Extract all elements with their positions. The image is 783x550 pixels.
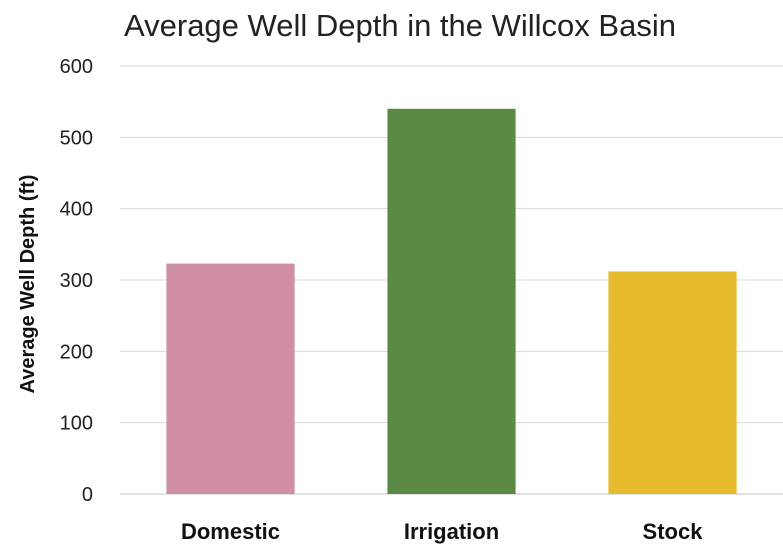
bar-domestic [166, 263, 295, 494]
y-tick-label: 0 [82, 484, 93, 506]
chart-title: Average Well Depth in the Willcox Basin [124, 8, 676, 43]
bar-irrigation [387, 108, 516, 495]
x-tick-label: Irrigation [404, 519, 499, 544]
x-axis-ticks: Domestic Irrigation Stock [181, 519, 703, 544]
bars [166, 108, 737, 495]
x-tick-label: Stock [643, 519, 704, 544]
x-tick-label: Domestic [181, 519, 280, 544]
y-tick-label: 600 [60, 56, 93, 78]
y-axis-ticks: 0 100 200 300 400 500 600 [60, 56, 93, 506]
y-tick-label: 200 [60, 341, 93, 363]
y-tick-label: 100 [60, 413, 93, 435]
y-tick-label: 400 [60, 199, 93, 221]
y-tick-label: 300 [60, 270, 93, 292]
bar-stock [608, 271, 737, 494]
y-axis-label: Average Well Depth (ft) [17, 175, 39, 394]
y-tick-label: 500 [60, 127, 93, 149]
